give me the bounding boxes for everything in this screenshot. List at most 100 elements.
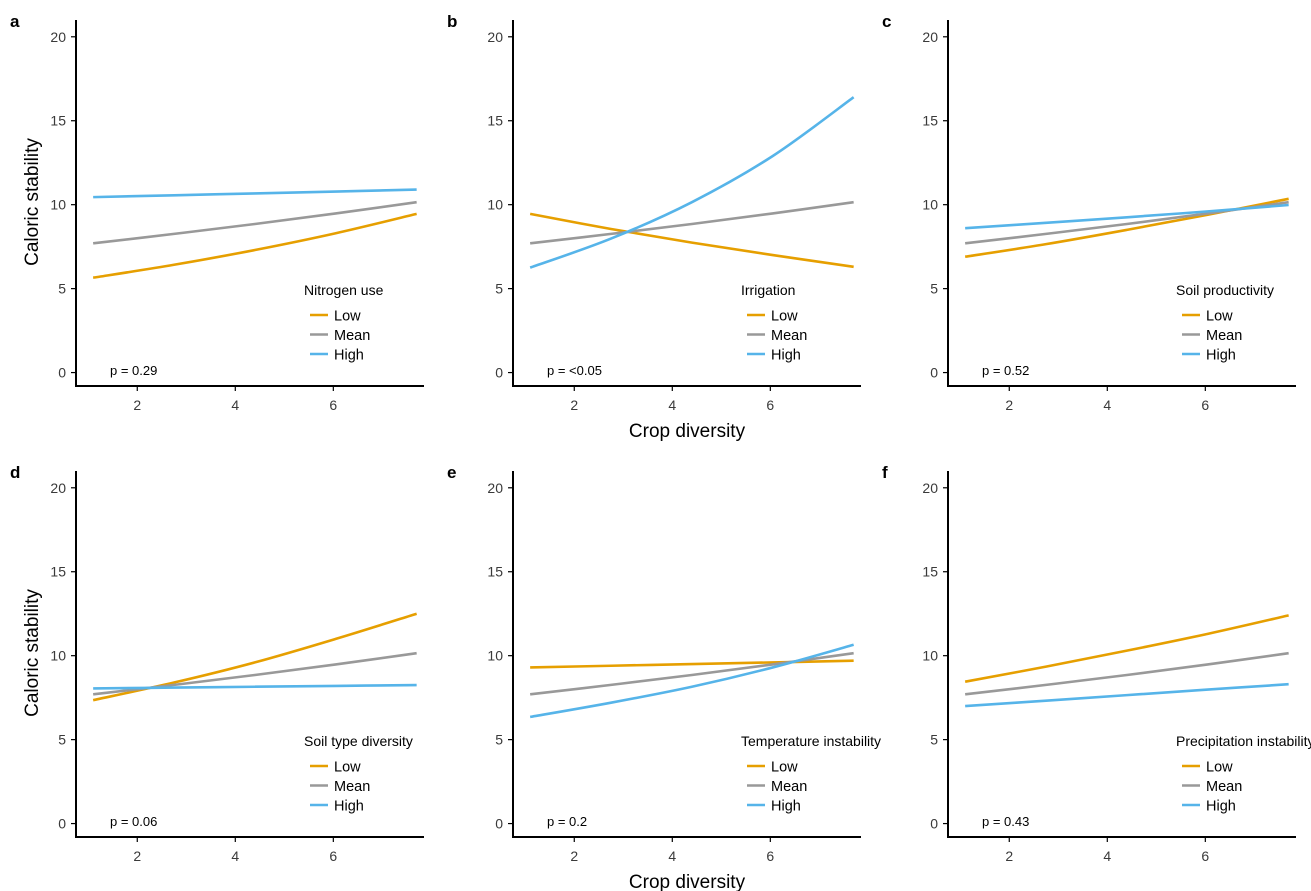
p-value-annotation: p = 0.43 xyxy=(982,814,1029,829)
y-tick-label: 10 xyxy=(50,197,66,213)
legend-title: Temperature instability xyxy=(741,733,881,749)
series-line-high xyxy=(529,96,855,269)
y-tick-label: 20 xyxy=(922,29,938,45)
series-line-high xyxy=(529,643,855,719)
x-axis-title-top: Crop diversity xyxy=(629,421,746,442)
panel-f: f 0 5 10 15 20 2 4 6 Precipitation instability Low… xyxy=(882,463,1311,864)
legend-label-low: Low xyxy=(1206,309,1233,325)
y-axis-title-top: Caloric stability xyxy=(22,138,43,266)
legend-label-mean: Mean xyxy=(771,779,807,795)
series-line-low xyxy=(964,614,1289,683)
legend-label-low: Low xyxy=(771,309,798,325)
legend-label-mean: Mean xyxy=(334,779,370,795)
y-tick-label: 0 xyxy=(495,365,503,381)
x-tick-label: 2 xyxy=(133,397,141,413)
y-tick-label: 10 xyxy=(922,648,938,664)
legend-title: Nitrogen use xyxy=(304,282,384,298)
x-tick-label: 2 xyxy=(570,848,578,864)
p-value-annotation: p = 0.29 xyxy=(110,363,157,378)
panel-letter: a xyxy=(10,12,20,31)
y-tick-label: 0 xyxy=(495,816,503,832)
legend-label-high: High xyxy=(771,799,801,815)
panel-a: a 0 5 10 15 20 2 4 6 Nitrogen use Low Mean High p = 0… xyxy=(10,12,424,413)
series-line-low xyxy=(529,212,854,269)
legend-label-mean: Mean xyxy=(1206,779,1242,795)
legend-label-mean: Mean xyxy=(771,328,807,344)
x-axis-title-bottom: Crop diversity xyxy=(629,872,746,891)
panel-letter: f xyxy=(882,463,888,482)
y-tick-label: 20 xyxy=(50,29,66,45)
x-tick-label: 2 xyxy=(133,848,141,864)
series-line-low xyxy=(530,659,854,669)
legend-label-low: Low xyxy=(334,760,361,776)
x-tick-label: 6 xyxy=(329,848,337,864)
y-tick-label: 15 xyxy=(922,113,938,129)
y-tick-label: 15 xyxy=(922,564,938,580)
legend-label-low: Low xyxy=(771,760,798,776)
y-tick-label: 5 xyxy=(930,281,938,297)
panel-e: e 0 5 10 15 20 2 4 6 Temperature instability Low Me… xyxy=(447,463,881,864)
legend-label-low: Low xyxy=(334,309,361,325)
y-tick-label: 20 xyxy=(922,480,938,496)
x-tick-label: 4 xyxy=(231,397,239,413)
x-tick-label: 4 xyxy=(668,848,676,864)
legend-label-high: High xyxy=(1206,799,1236,815)
x-tick-label: 2 xyxy=(1005,848,1013,864)
y-tick-label: 5 xyxy=(495,281,503,297)
y-tick-label: 0 xyxy=(58,365,66,381)
x-tick-label: 6 xyxy=(1201,848,1209,864)
y-tick-label: 15 xyxy=(487,564,503,580)
legend-title: Soil productivity xyxy=(1176,282,1274,298)
x-tick-label: 4 xyxy=(231,848,239,864)
x-tick-label: 4 xyxy=(1103,397,1111,413)
panel-letter: e xyxy=(447,463,456,482)
y-tick-label: 0 xyxy=(930,816,938,832)
y-tick-label: 0 xyxy=(58,816,66,832)
legend-label-low: Low xyxy=(1206,760,1233,776)
y-tick-label: 15 xyxy=(50,113,66,129)
legend-title: Irrigation xyxy=(741,282,795,298)
y-tick-label: 10 xyxy=(922,197,938,213)
y-tick-label: 10 xyxy=(50,648,66,664)
series-line-low xyxy=(964,197,1289,259)
y-tick-label: 10 xyxy=(487,648,503,664)
x-tick-label: 6 xyxy=(329,397,337,413)
y-tick-label: 10 xyxy=(487,197,503,213)
p-value-annotation: p = <0.05 xyxy=(547,363,602,378)
x-tick-label: 6 xyxy=(766,848,774,864)
y-tick-label: 5 xyxy=(930,732,938,748)
legend-label-mean: Mean xyxy=(1206,328,1242,344)
panel-c: c 0 5 10 15 20 2 4 6 Soil productivity Low Mean High… xyxy=(882,12,1296,413)
panel-letter: c xyxy=(882,12,891,31)
p-value-annotation: p = 0.06 xyxy=(110,814,157,829)
legend-label-high: High xyxy=(771,348,801,364)
x-tick-label: 4 xyxy=(668,397,676,413)
x-tick-label: 2 xyxy=(1005,397,1013,413)
y-tick-label: 0 xyxy=(930,365,938,381)
x-tick-label: 6 xyxy=(1201,397,1209,413)
series-line-low xyxy=(92,212,417,279)
p-value-annotation: p = 0.52 xyxy=(982,363,1029,378)
y-tick-label: 5 xyxy=(58,281,66,297)
legend-label-mean: Mean xyxy=(334,328,370,344)
y-axis-title-bottom: Caloric stability xyxy=(22,589,43,717)
series-line-mean xyxy=(530,200,854,245)
y-tick-label: 5 xyxy=(58,732,66,748)
legend-title: Precipitation instability xyxy=(1176,733,1311,749)
y-tick-label: 15 xyxy=(487,113,503,129)
series-line-mean xyxy=(93,200,417,245)
legend-label-high: High xyxy=(334,799,364,815)
series-line-high xyxy=(965,682,1289,708)
x-tick-label: 4 xyxy=(1103,848,1111,864)
panel-letter: d xyxy=(10,463,20,482)
series-line-mean xyxy=(965,651,1289,696)
series-line-high xyxy=(93,683,417,690)
y-tick-label: 5 xyxy=(495,732,503,748)
series-line-high xyxy=(93,188,417,199)
series-line-high xyxy=(965,203,1289,230)
legend-label-high: High xyxy=(1206,348,1236,364)
y-tick-label: 20 xyxy=(50,480,66,496)
legend-title: Soil type diversity xyxy=(304,733,413,749)
y-tick-label: 20 xyxy=(487,29,503,45)
